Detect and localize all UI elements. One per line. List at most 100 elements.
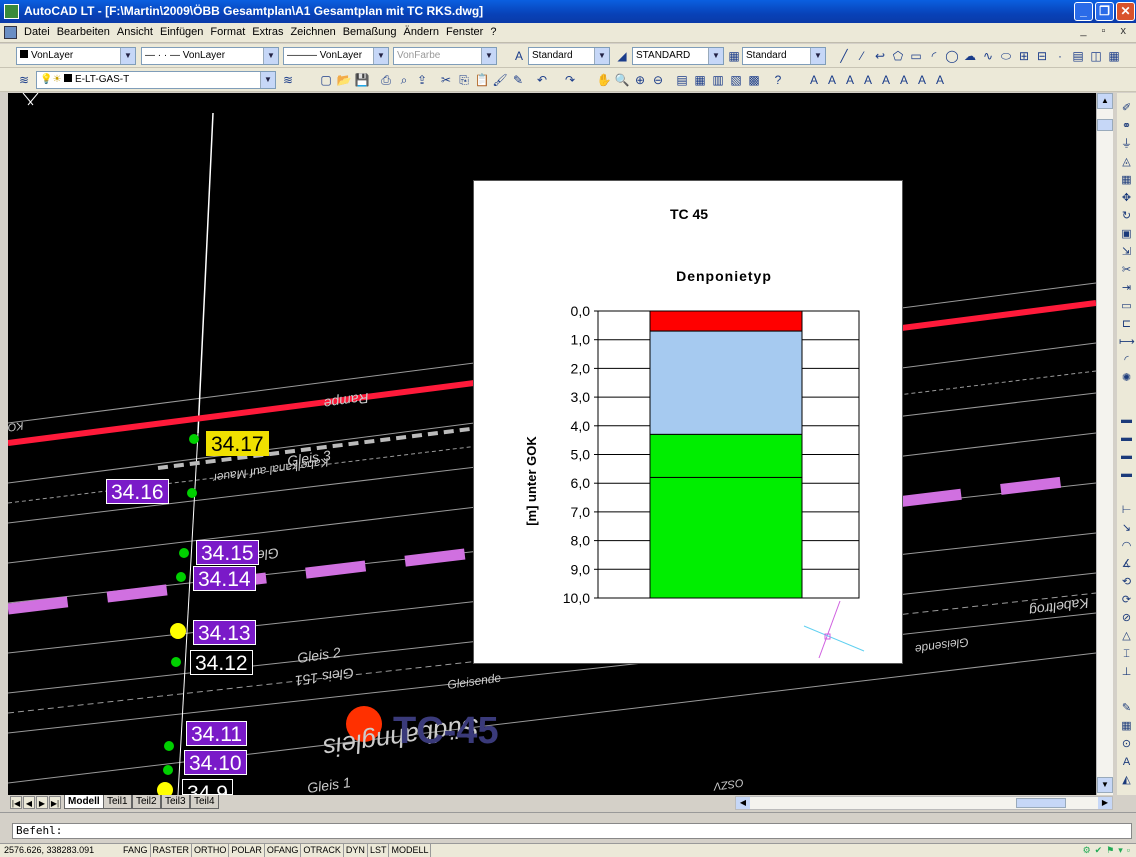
menu-item[interactable]: Extras bbox=[252, 26, 284, 38]
chevron-down-icon[interactable]: ▼ bbox=[120, 48, 135, 64]
station-tag[interactable]: 34.10 bbox=[184, 750, 247, 775]
chevron-down-icon[interactable]: ▼ bbox=[594, 48, 609, 64]
stretch-icon[interactable]: ⇲ bbox=[1121, 246, 1132, 258]
scale-icon[interactable]: ▣ bbox=[1121, 228, 1132, 240]
tab-layout2[interactable]: Teil2 bbox=[132, 795, 161, 809]
dim-update-icon[interactable]: ⊙ bbox=[1121, 738, 1132, 750]
print-icon[interactable]: ⎙ bbox=[381, 73, 391, 87]
tab-layout4[interactable]: Teil4 bbox=[190, 795, 219, 809]
dim-style-icon[interactable]: ◢ bbox=[617, 49, 627, 63]
polyline-icon[interactable]: ↩ bbox=[874, 49, 886, 63]
dim-text-edit-icon[interactable]: ▦ bbox=[1121, 720, 1132, 732]
publish-icon[interactable]: ⇪ bbox=[416, 73, 428, 87]
dim-jogged-icon[interactable]: ↘ bbox=[1121, 522, 1132, 534]
justify-text-icon[interactable]: A bbox=[917, 73, 926, 87]
chevron-down-icon[interactable]: ▼ bbox=[260, 72, 275, 88]
status-toggle[interactable]: RASTER bbox=[151, 844, 193, 857]
layer-manager-icon[interactable]: ≋ bbox=[18, 73, 30, 87]
autocad-app-icon[interactable] bbox=[4, 4, 19, 19]
menu-item[interactable]: ? bbox=[490, 26, 497, 38]
tab-layout3[interactable]: Teil3 bbox=[161, 795, 190, 809]
dim-diameter-icon[interactable]: ◠ bbox=[1121, 540, 1132, 552]
calculator-icon[interactable]: ▩ bbox=[748, 73, 760, 87]
design-center-icon[interactable]: ▦ bbox=[694, 73, 706, 87]
chevron-down-icon[interactable]: ▼ bbox=[373, 48, 388, 64]
new-file-icon[interactable]: ▢ bbox=[320, 73, 332, 87]
status-toggle[interactable]: OFANG bbox=[265, 844, 302, 857]
status-toggle[interactable]: DYN bbox=[344, 844, 368, 857]
dim-edit-icon[interactable]: ✎ bbox=[1121, 702, 1132, 714]
dim-aligned-icon[interactable]: ▬ bbox=[1121, 432, 1132, 444]
rectangle-icon[interactable]: ▭ bbox=[910, 49, 922, 63]
zoom-window-icon[interactable]: ⊕ bbox=[634, 73, 646, 87]
layer-combo[interactable]: 💡☀ E-LT-GAS-T ▼ bbox=[36, 71, 276, 89]
xline-icon[interactable]: ⁄ bbox=[860, 49, 863, 63]
edit-text-icon[interactable]: A bbox=[845, 73, 854, 87]
convert-space-icon[interactable]: A bbox=[935, 73, 944, 87]
station-tag[interactable]: 34.13 bbox=[193, 620, 256, 645]
menu-item[interactable]: Datei bbox=[24, 26, 50, 38]
tab-layout1[interactable]: Teil1 bbox=[103, 795, 132, 809]
horizontal-scrollbar[interactable]: ◀ ▶ bbox=[735, 796, 1113, 810]
pan-icon[interactable]: ✋ bbox=[596, 73, 612, 87]
open-file-icon[interactable]: 📂 bbox=[336, 73, 352, 87]
zoom-previous-icon[interactable]: ⊖ bbox=[652, 73, 664, 87]
station-tag[interactable]: 34.17 bbox=[206, 431, 269, 456]
block-editor-icon[interactable]: ✎ bbox=[512, 73, 524, 87]
ellipse-icon[interactable]: ⬭ bbox=[1000, 49, 1012, 63]
status-toggle[interactable]: FANG bbox=[121, 844, 151, 857]
text-style-icon[interactable]: A bbox=[514, 49, 523, 63]
menu-item[interactable]: Format bbox=[210, 26, 246, 38]
dim-angular-icon[interactable]: ∡ bbox=[1121, 558, 1132, 570]
tray-icons[interactable]: ⚙✔⚑▾▫ bbox=[1082, 845, 1134, 855]
line-icon[interactable]: ╱ bbox=[840, 49, 848, 63]
scroll-up-icon[interactable]: ▲ bbox=[1097, 93, 1113, 109]
redo-icon[interactable]: ↷ bbox=[564, 73, 576, 87]
dim-arc-icon[interactable]: ▬ bbox=[1121, 450, 1132, 462]
paste-icon[interactable]: 📋 bbox=[474, 73, 490, 87]
dim-linear-icon[interactable]: ▬ bbox=[1121, 414, 1132, 426]
quick-dim-icon[interactable]: ⟲ bbox=[1121, 576, 1132, 588]
spline-icon[interactable]: ∿ bbox=[982, 49, 994, 63]
menu-item[interactable]: Bemaßung bbox=[342, 26, 397, 38]
find-text-icon[interactable]: A bbox=[863, 73, 872, 87]
offset-icon[interactable]: ◬ bbox=[1122, 156, 1131, 168]
menu-item[interactable]: Bearbeiten bbox=[56, 26, 110, 38]
status-toggle[interactable]: LST bbox=[368, 844, 390, 857]
station-tag[interactable]: 34.9 bbox=[182, 779, 233, 795]
linetype-combo[interactable]: — · · — VonLayer ▼ bbox=[141, 47, 279, 65]
tc45-marker[interactable] bbox=[346, 706, 382, 742]
dim-ordinate-icon[interactable]: ▬ bbox=[1121, 468, 1132, 480]
sheet-set-icon[interactable]: ▧ bbox=[730, 73, 742, 87]
copy-object-icon[interactable]: ⚭ bbox=[1121, 120, 1132, 132]
mdi-controls[interactable]: _ ▫ x bbox=[1080, 25, 1132, 37]
station-tag[interactable]: 34.16 bbox=[106, 479, 169, 504]
print-preview-icon[interactable]: ⌕ bbox=[400, 73, 408, 87]
station-tag[interactable]: 34.12 bbox=[190, 650, 253, 675]
document-icon[interactable] bbox=[4, 26, 17, 39]
minimize-button[interactable]: _ bbox=[1074, 2, 1093, 21]
fillet-icon[interactable]: ◜ bbox=[1124, 354, 1129, 366]
copy-icon[interactable]: ⎘ bbox=[459, 73, 469, 87]
insert-block-icon[interactable]: ⊞ bbox=[1018, 49, 1030, 63]
revcloud-icon[interactable]: ☁ bbox=[964, 49, 976, 63]
save-icon[interactable]: 💾 bbox=[354, 73, 370, 87]
tool-palettes-icon[interactable]: ▥ bbox=[712, 73, 724, 87]
move-icon[interactable]: ✥ bbox=[1121, 192, 1132, 204]
command-input[interactable]: Befehl: bbox=[12, 823, 1132, 839]
hatch-icon[interactable]: ▤ bbox=[1072, 49, 1084, 63]
menu-item[interactable]: Ansicht bbox=[116, 26, 153, 38]
borehole-chart-window[interactable]: TC 45 Denponietyp [m] unter GOK 0,0 1,0 2,… bbox=[473, 180, 903, 664]
status-toggle[interactable]: MODELL bbox=[389, 844, 432, 857]
dim-style-manager-icon[interactable]: A bbox=[1122, 756, 1131, 768]
status-toggle[interactable]: OTRACK bbox=[301, 844, 344, 857]
vertical-scrollbar[interactable]: ▲ ▼ bbox=[1096, 93, 1113, 795]
station-tag[interactable]: 34.14 bbox=[193, 566, 256, 591]
station-tag[interactable]: 34.11 bbox=[186, 721, 247, 746]
match-properties-icon[interactable]: 🖌 bbox=[492, 73, 508, 87]
lineweight-combo[interactable]: ——— VonLayer ▼ bbox=[283, 47, 389, 65]
properties-icon[interactable]: ▤ bbox=[676, 73, 688, 87]
polygon-icon[interactable]: ⬠ bbox=[892, 49, 904, 63]
tolerance-icon[interactable]: ⌶ bbox=[1123, 648, 1130, 660]
menu-item[interactable]: Zeichnen bbox=[290, 26, 336, 38]
